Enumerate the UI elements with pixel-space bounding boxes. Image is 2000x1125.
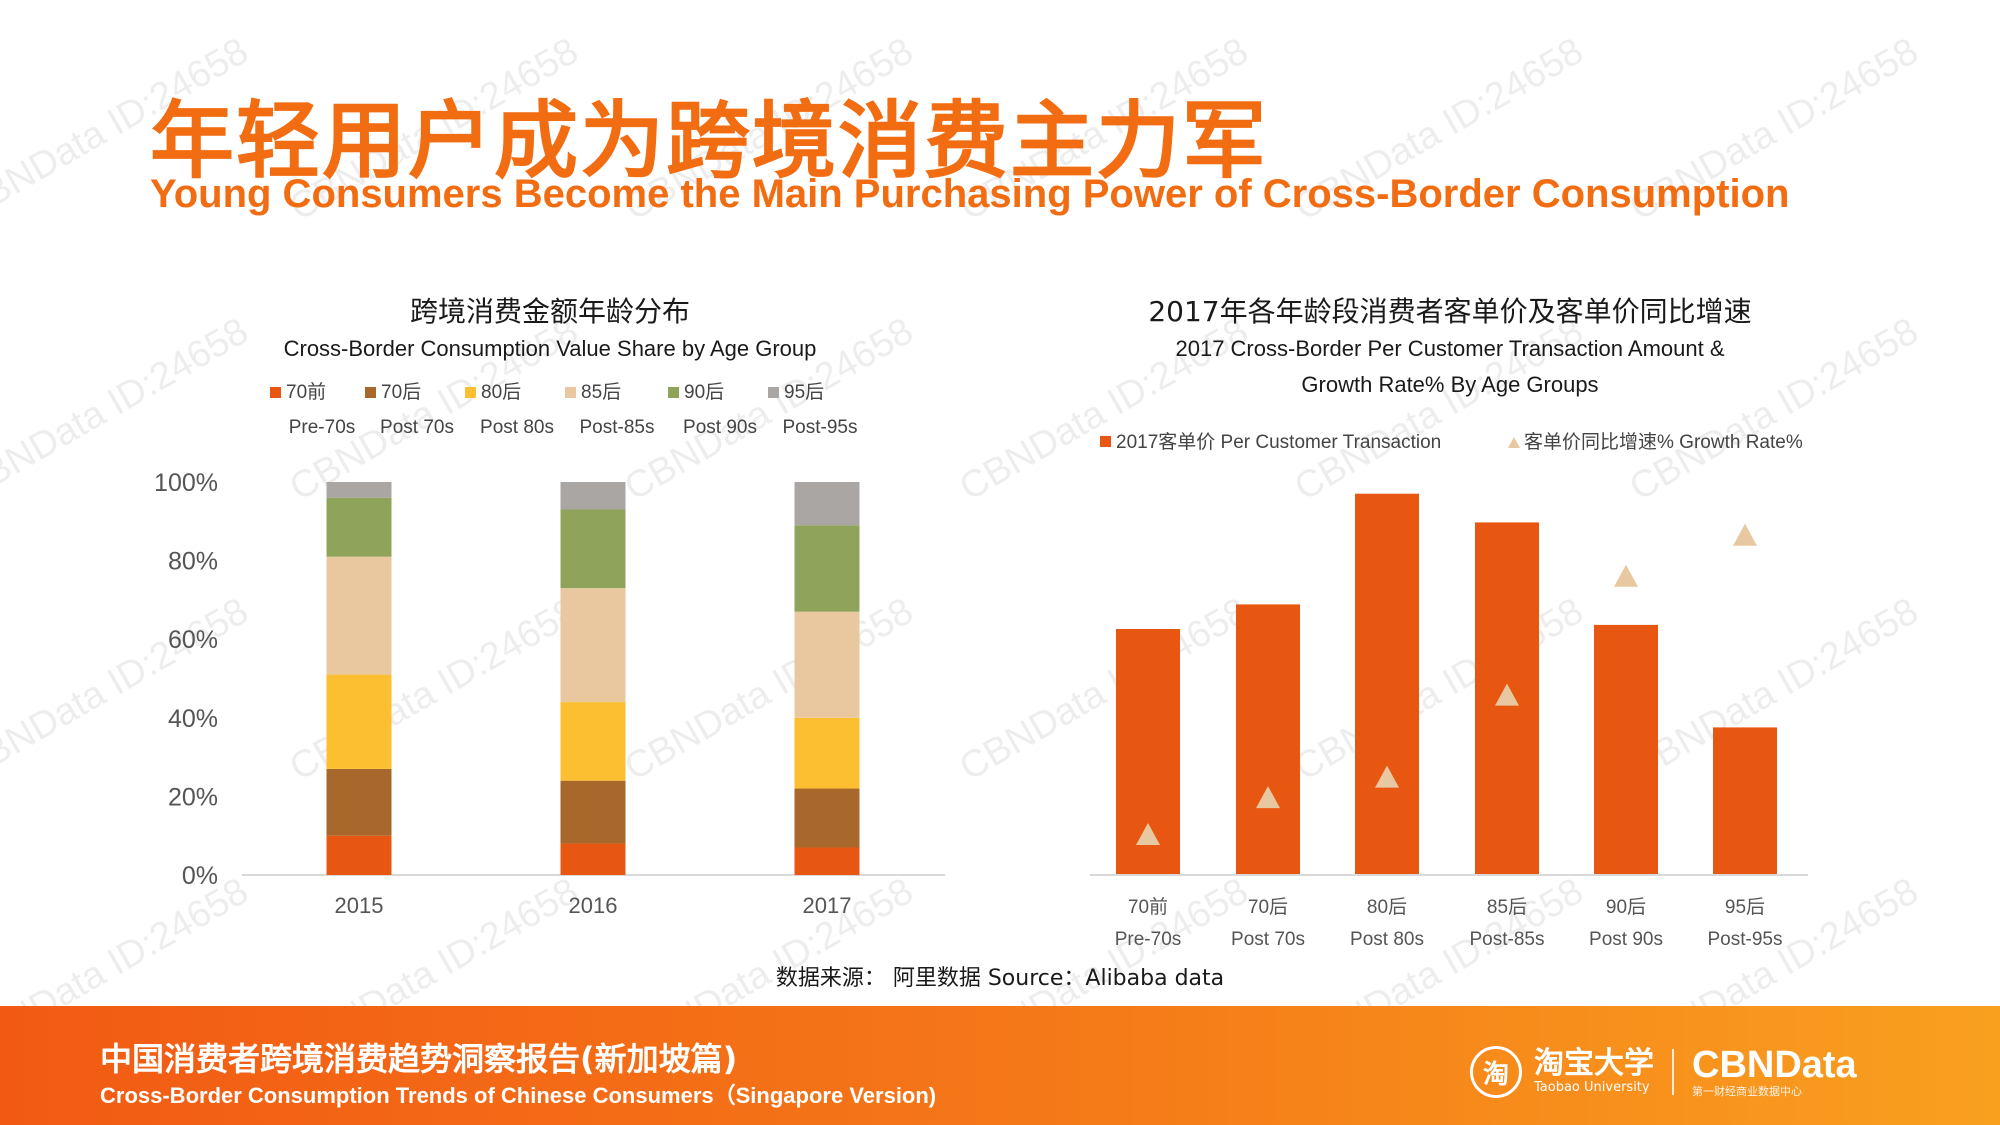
- right-bar-chart: 2017客单价 Per Customer Transaction 客单价同比增速%…: [1090, 431, 1808, 950]
- legend-swatch-triangle-icon: [1508, 437, 1520, 448]
- y-tick-label: 20%: [168, 783, 218, 811]
- legend-label-en: Post 70s: [380, 417, 454, 438]
- x-tick-label-en: Post 70s: [1231, 929, 1305, 950]
- legend-swatch-Pre-70s: [270, 387, 281, 398]
- taobao-logo-icon: 淘: [1470, 1046, 1522, 1098]
- right-chart-legend: 2017客单价 Per Customer Transaction 客单价同比增速%…: [1100, 431, 1803, 453]
- x-tick-label-zh: 95后: [1725, 896, 1765, 918]
- legend-label-zh: 90后: [684, 381, 724, 403]
- left-chart-title-en: Cross-Border Consumption Value Share by …: [283, 336, 817, 361]
- legend-label-growth: 客单价同比增速% Growth Rate%: [1524, 431, 1803, 453]
- y-tick-label: 100%: [154, 469, 218, 497]
- x-tick-label: 2016: [569, 893, 618, 918]
- right-chart-bars: [1116, 493, 1777, 875]
- bar-segment-2017-Pre-70s: [794, 847, 860, 875]
- y-tick-label: 0%: [182, 862, 218, 890]
- footer-title-en: Cross-Border Consumption Trends of Chine…: [100, 1083, 937, 1108]
- taobao-logo-en: Taobao University: [1534, 1080, 1650, 1095]
- y-tick-label: 80%: [168, 548, 218, 576]
- left-chart-legend: 70前 Pre-70s 70后 Post 70s 80后 Post 80s 85后 Post-…: [270, 381, 857, 438]
- bar-segment-2016-Post 70s: [560, 780, 626, 844]
- bar-segment-2015-Post 90s: [326, 497, 392, 557]
- growth-marker-Post 90s: [1614, 564, 1638, 587]
- y-tick-label: 40%: [168, 705, 218, 733]
- logo-divider: [1672, 1049, 1674, 1095]
- left-chart-x-axis: 2015 2016 2017: [335, 893, 852, 918]
- bar-segment-2015-Post-95s: [326, 482, 392, 498]
- right-chart-title-en-line2: Growth Rate% By Age Groups: [1301, 372, 1599, 397]
- legend-label-en: Post-95s: [783, 417, 858, 438]
- bar-segment-2017-Post 90s: [794, 525, 860, 612]
- legend-label-zh: 70后: [381, 381, 421, 403]
- legend-label-zh: 80后: [481, 381, 521, 403]
- legend-label-en: Post 80s: [480, 417, 554, 438]
- legend-label-zh: 70前: [286, 381, 326, 403]
- x-tick-label: 2015: [335, 893, 384, 918]
- legend-label-zh: 85后: [581, 381, 621, 403]
- bar-Post 70s: [1236, 604, 1300, 875]
- legend-swatch-bar: [1100, 436, 1111, 447]
- x-tick-label-zh: 80后: [1367, 896, 1407, 918]
- x-tick-label-zh: 70后: [1248, 896, 1288, 918]
- legend-label-zh: 95后: [784, 381, 824, 403]
- x-tick-label-en: Pre-70s: [1115, 929, 1182, 950]
- cbndata-logo-sub: 第一财经商业数据中心: [1692, 1085, 1802, 1098]
- page-title: 年轻用户成为跨境消费主力军: [150, 92, 1269, 190]
- bar-Post-95s: [1713, 727, 1777, 875]
- legend-label-en: Post-85s: [580, 417, 655, 438]
- legend-swatch-Post 70s: [365, 387, 376, 398]
- right-chart-title-zh: 2017年各年龄段消费者客单价及客单价同比增速: [1148, 295, 1752, 328]
- right-chart-growth-markers: [1136, 523, 1757, 845]
- bar-segment-2015-Pre-70s: [326, 835, 392, 875]
- bar-segment-2016-Post 80s: [560, 702, 626, 781]
- footer-title-zh: 中国消费者跨境消费趋势洞察报告(新加坡篇): [100, 1040, 738, 1078]
- cbndata-logo: CBNData: [1692, 1044, 1857, 1086]
- bar-segment-2017-Post 70s: [794, 788, 860, 848]
- bar-Post 90s: [1594, 624, 1658, 875]
- growth-marker-Post 80s: [1375, 765, 1399, 788]
- x-tick-label: 2017: [803, 893, 852, 918]
- bar-segment-2016-Post-85s: [560, 588, 626, 703]
- x-tick-label-zh: 90后: [1606, 896, 1646, 918]
- bar-segment-2015-Post-85s: [326, 556, 392, 675]
- x-tick-label-zh: 85后: [1487, 896, 1527, 918]
- left-stacked-bar-chart: 70前 Pre-70s 70后 Post 70s 80后 Post 80s 85后 Post-…: [154, 381, 945, 918]
- data-source: 数据来源： 阿里数据 Source：Alibaba data: [775, 966, 1225, 991]
- bar-segment-2017-Post-95s: [794, 482, 860, 526]
- page-subtitle: Young Consumers Become the Main Purchasi…: [150, 172, 1790, 216]
- right-chart-x-axis: 70前 Pre-70s 70后 Post 70s 80后 Post 80s 85后 Post-…: [1090, 874, 1808, 950]
- bar-segment-2017-Post-85s: [794, 611, 860, 718]
- bar-segment-2017-Post 80s: [794, 717, 860, 789]
- left-chart-bars: [326, 482, 860, 875]
- x-tick-label-en: Post 80s: [1350, 929, 1424, 950]
- legend-label-en: Post 90s: [683, 417, 757, 438]
- bar-segment-2016-Post 90s: [560, 509, 626, 589]
- legend-swatch-Post 80s: [465, 387, 476, 398]
- legend-swatch-Post-85s: [565, 387, 576, 398]
- x-tick-label-zh: 70前: [1128, 896, 1168, 918]
- taobao-logo-zh: 淘宝大学: [1534, 1046, 1654, 1081]
- bar-Post 80s: [1355, 493, 1419, 875]
- legend-label-bar: 2017客单价 Per Customer Transaction: [1116, 431, 1441, 453]
- legend-swatch-Post 90s: [668, 387, 679, 398]
- y-tick-label: 60%: [168, 626, 218, 654]
- growth-marker-Post 70s: [1256, 786, 1280, 809]
- x-tick-label-en: Post-95s: [1708, 929, 1783, 950]
- left-chart-title-zh: 跨境消费金额年龄分布: [409, 295, 690, 328]
- bar-segment-2016-Post-95s: [560, 482, 626, 510]
- bar-segment-2015-Post 80s: [326, 674, 392, 769]
- growth-marker-Post-85s: [1495, 683, 1519, 706]
- growth-marker-Post-95s: [1733, 523, 1757, 546]
- bar-segment-2016-Pre-70s: [560, 843, 626, 875]
- footer-banner: 中国消费者跨境消费趋势洞察报告(新加坡篇) Cross-Border Consu…: [0, 1006, 2000, 1125]
- legend-swatch-Post-95s: [768, 387, 779, 398]
- x-tick-label-en: Post 90s: [1589, 929, 1663, 950]
- footer-logos: 淘 淘宝大学 Taobao University CBNData 第一财经商业数…: [1470, 1042, 1857, 1102]
- x-tick-label-en: Post-85s: [1470, 929, 1545, 950]
- growth-marker-Pre-70s: [1136, 823, 1160, 845]
- right-chart-title-en-line1: 2017 Cross-Border Per Customer Transacti…: [1175, 336, 1725, 361]
- bar-segment-2015-Post 70s: [326, 768, 392, 836]
- legend-label-en: Pre-70s: [289, 417, 356, 438]
